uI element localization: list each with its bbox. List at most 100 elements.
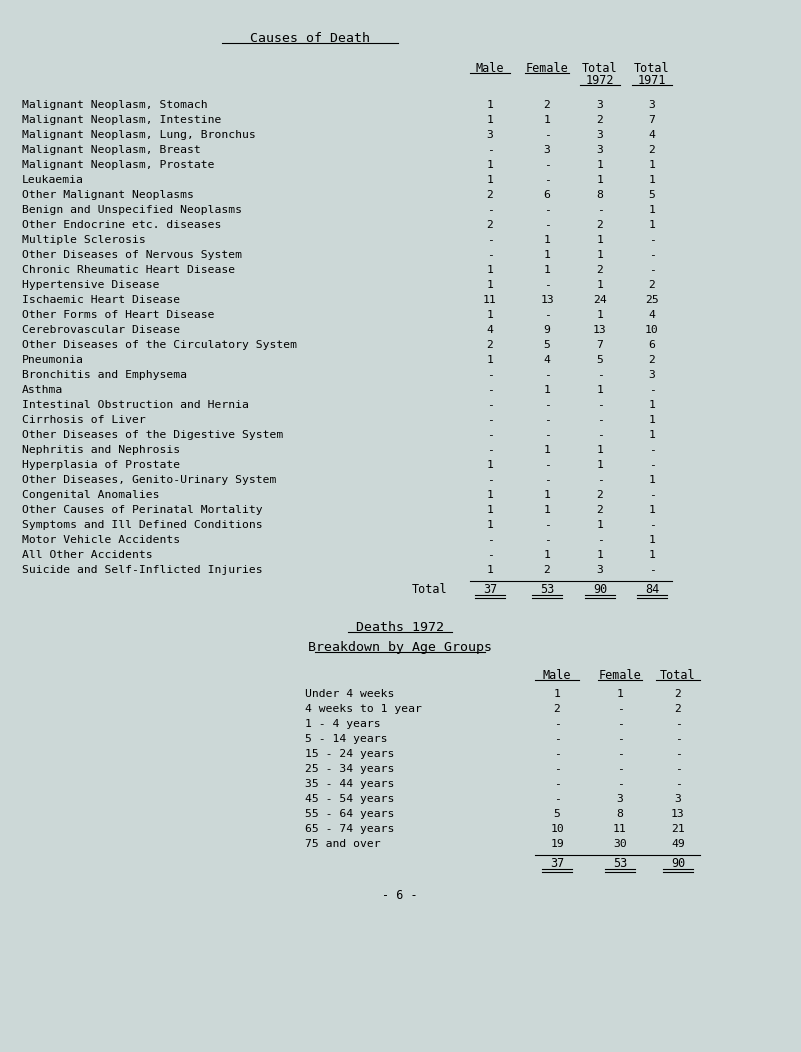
Text: 90: 90 <box>671 857 685 870</box>
Text: 5: 5 <box>553 809 561 820</box>
Text: 53: 53 <box>540 583 554 596</box>
Text: 1: 1 <box>544 385 550 394</box>
Text: -: - <box>486 414 493 425</box>
Text: Female: Female <box>525 62 569 75</box>
Text: -: - <box>486 445 493 456</box>
Text: -: - <box>617 734 623 744</box>
Text: 35 - 44 years: 35 - 44 years <box>305 778 394 789</box>
Text: 11: 11 <box>613 824 627 834</box>
Text: Ischaemic Heart Disease: Ischaemic Heart Disease <box>22 295 180 305</box>
Text: -: - <box>597 430 603 440</box>
Text: 11: 11 <box>483 295 497 305</box>
Text: Bronchitis and Emphysema: Bronchitis and Emphysema <box>22 370 187 380</box>
Text: Leukaemia: Leukaemia <box>22 175 84 185</box>
Text: 1: 1 <box>486 175 493 185</box>
Text: 1: 1 <box>649 535 655 545</box>
Text: 75 and over: 75 and over <box>305 839 380 849</box>
Text: -: - <box>486 205 493 215</box>
Text: 1: 1 <box>486 355 493 365</box>
Text: 1: 1 <box>617 689 623 699</box>
Text: 1: 1 <box>597 160 603 170</box>
Text: -: - <box>617 778 623 789</box>
Text: 10: 10 <box>645 325 659 335</box>
Text: Other Diseases of the Digestive System: Other Diseases of the Digestive System <box>22 430 284 440</box>
Text: -: - <box>553 778 561 789</box>
Text: 2: 2 <box>544 100 550 110</box>
Text: 3: 3 <box>649 370 655 380</box>
Text: Deaths 1972: Deaths 1972 <box>356 621 444 634</box>
Text: Malignant Neoplasm, Prostate: Malignant Neoplasm, Prostate <box>22 160 215 170</box>
Text: -: - <box>553 749 561 758</box>
Text: Pneumonia: Pneumonia <box>22 355 84 365</box>
Text: 1: 1 <box>597 385 603 394</box>
Text: -: - <box>544 535 550 545</box>
Text: -: - <box>486 250 493 260</box>
Text: -: - <box>486 235 493 245</box>
Text: -: - <box>674 734 682 744</box>
Text: -: - <box>553 764 561 774</box>
Text: 1: 1 <box>486 280 493 290</box>
Text: 25: 25 <box>645 295 659 305</box>
Text: 5: 5 <box>544 340 550 350</box>
Text: 1: 1 <box>486 565 493 575</box>
Text: 2: 2 <box>597 115 603 125</box>
Text: 1: 1 <box>544 265 550 275</box>
Text: Motor Vehicle Accidents: Motor Vehicle Accidents <box>22 535 180 545</box>
Text: 53: 53 <box>613 857 627 870</box>
Text: -: - <box>649 385 655 394</box>
Text: 1: 1 <box>544 115 550 125</box>
Text: 1: 1 <box>649 505 655 515</box>
Text: - 6 -: - 6 - <box>382 889 418 902</box>
Text: 1: 1 <box>486 100 493 110</box>
Text: Other Diseases of Nervous System: Other Diseases of Nervous System <box>22 250 242 260</box>
Text: -: - <box>486 430 493 440</box>
Text: 7: 7 <box>597 340 603 350</box>
Text: 1: 1 <box>649 476 655 485</box>
Text: 2: 2 <box>597 490 603 500</box>
Text: -: - <box>486 370 493 380</box>
Text: 65 - 74 years: 65 - 74 years <box>305 824 394 834</box>
Text: Male: Male <box>543 669 571 682</box>
Text: -: - <box>597 400 603 410</box>
Text: 1: 1 <box>649 160 655 170</box>
Text: -: - <box>649 460 655 470</box>
Text: -: - <box>649 265 655 275</box>
Text: 1: 1 <box>649 175 655 185</box>
Text: 2: 2 <box>649 145 655 155</box>
Text: 30: 30 <box>613 839 627 849</box>
Text: 3: 3 <box>597 130 603 140</box>
Text: 25 - 34 years: 25 - 34 years <box>305 764 394 774</box>
Text: 2: 2 <box>486 340 493 350</box>
Text: 4: 4 <box>649 310 655 320</box>
Text: -: - <box>486 145 493 155</box>
Text: Hypertensive Disease: Hypertensive Disease <box>22 280 159 290</box>
Text: 1: 1 <box>597 250 603 260</box>
Text: -: - <box>597 535 603 545</box>
Text: 4: 4 <box>486 325 493 335</box>
Text: Malignant Neoplasm, Intestine: Malignant Neoplasm, Intestine <box>22 115 221 125</box>
Text: Asthma: Asthma <box>22 385 63 394</box>
Text: 1: 1 <box>486 460 493 470</box>
Text: 1 - 4 years: 1 - 4 years <box>305 719 380 729</box>
Text: 1: 1 <box>597 175 603 185</box>
Text: 24: 24 <box>593 295 607 305</box>
Text: Malignant Neoplasm, Breast: Malignant Neoplasm, Breast <box>22 145 201 155</box>
Text: All Other Accidents: All Other Accidents <box>22 550 153 560</box>
Text: Total: Total <box>634 62 670 75</box>
Text: 2: 2 <box>649 280 655 290</box>
Text: 1: 1 <box>597 520 603 530</box>
Text: 1: 1 <box>544 550 550 560</box>
Text: 13: 13 <box>671 809 685 820</box>
Text: 3: 3 <box>597 100 603 110</box>
Text: 1: 1 <box>544 235 550 245</box>
Text: 37: 37 <box>483 583 497 596</box>
Text: -: - <box>674 778 682 789</box>
Text: 3: 3 <box>674 794 682 804</box>
Text: Multiple Sclerosis: Multiple Sclerosis <box>22 235 146 245</box>
Text: -: - <box>553 719 561 729</box>
Text: -: - <box>597 476 603 485</box>
Text: 1: 1 <box>486 505 493 515</box>
Text: -: - <box>544 220 550 230</box>
Text: 1: 1 <box>597 310 603 320</box>
Text: 5 - 14 years: 5 - 14 years <box>305 734 388 744</box>
